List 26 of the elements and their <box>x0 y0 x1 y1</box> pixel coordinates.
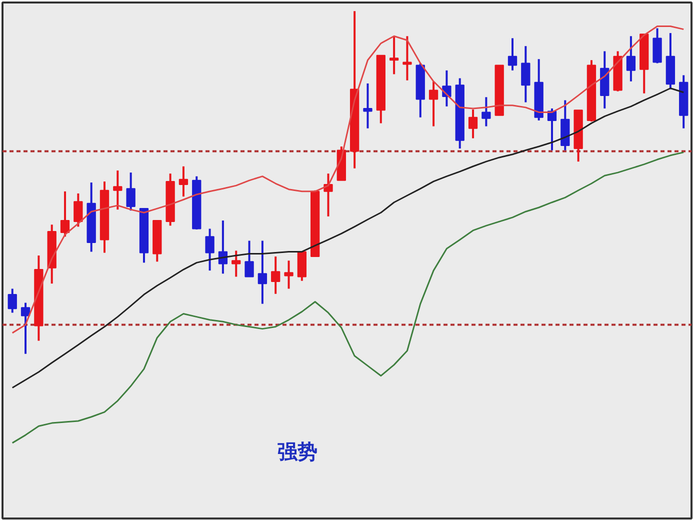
candlestick <box>232 250 241 278</box>
candlestick <box>402 35 412 82</box>
candlestick <box>74 192 83 228</box>
candlestick <box>178 165 188 198</box>
candlestick <box>428 80 438 128</box>
candlestick <box>113 169 122 211</box>
candlestick <box>442 69 452 108</box>
candlestick <box>284 260 294 290</box>
candlestick <box>468 108 478 140</box>
candlestick <box>271 256 280 295</box>
candlestick <box>389 35 399 76</box>
candlestick <box>205 228 214 272</box>
candlestick <box>521 45 530 104</box>
candlestick <box>324 172 333 218</box>
candlestick <box>244 240 254 278</box>
candlestick <box>60 190 70 238</box>
candlestick <box>20 302 30 355</box>
candlestick <box>126 172 136 212</box>
candlestick <box>8 288 17 314</box>
text: 强势 <box>278 440 318 464</box>
candlestick <box>258 240 268 305</box>
candlestick <box>508 37 518 72</box>
candlestick <box>363 82 372 130</box>
candlestick <box>652 27 662 64</box>
candlestick <box>626 35 636 82</box>
candlestick <box>482 96 491 128</box>
